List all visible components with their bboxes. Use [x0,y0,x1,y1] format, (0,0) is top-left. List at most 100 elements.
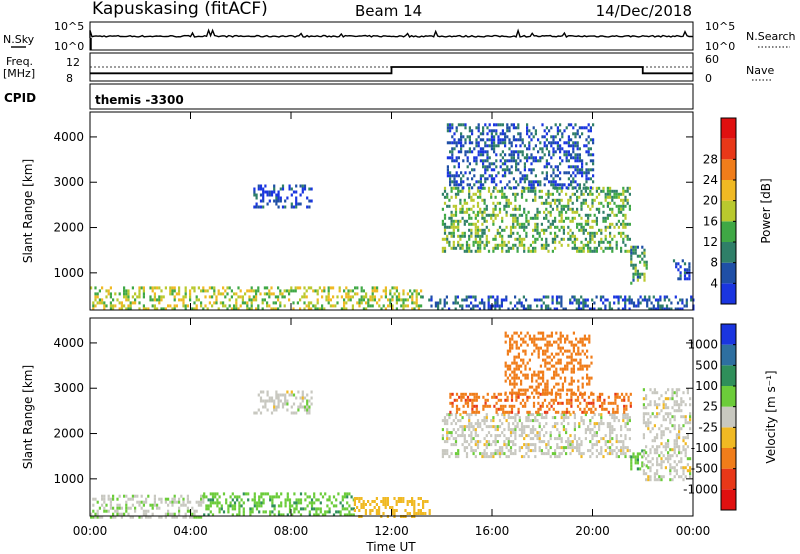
velocity-cell [200,497,203,501]
power-cell [606,189,609,193]
power-cell [158,298,161,302]
power-cell [514,195,517,199]
velocity-cell [590,410,593,414]
power-cell [584,189,587,193]
power-colorbar-swatch [721,118,736,139]
velocity-cell [544,388,547,392]
power-cell [197,298,200,302]
power-cell [532,186,535,190]
power-cell [299,286,302,290]
power-cell [622,207,625,211]
power-cell [295,205,298,209]
power-cell [537,150,540,154]
velocity-cell [588,340,591,344]
velocity-cell [107,497,110,501]
power-cell [634,266,637,270]
power-cell [622,186,625,190]
velocity-cell [545,416,548,420]
velocity-cell [195,515,198,519]
power-cell [474,295,477,299]
cpid-panel-frame [89,83,694,110]
velocity-cell [622,440,625,444]
velocity-cell [629,401,632,405]
power-cell [534,180,537,184]
velocity-cell [568,398,571,402]
velocity-cell [656,469,659,473]
velocity-cell [90,512,93,516]
power-cell [604,216,607,220]
velocity-cell [470,449,473,453]
velocity-cell [293,507,296,511]
power-cell [485,207,488,211]
power-cell [373,295,376,299]
velocity-cell [612,401,615,405]
velocity-cell [573,437,576,441]
velocity-cell [656,406,659,410]
power-cell [520,301,523,305]
velocity-cell [184,503,187,507]
velocity-cell [620,392,624,396]
velocity-cell [353,509,356,512]
power-cell [507,234,510,238]
power-cell [474,213,477,217]
power-cell [468,162,471,166]
freq-tick-top: 12 [66,56,80,69]
power-cell [312,289,315,293]
velocity-cell [513,385,516,389]
power-cell [259,199,263,203]
velocity-cell [255,411,258,415]
power-cell [484,150,487,154]
velocity-cell [527,425,530,429]
power-cell [310,301,313,305]
power-cell [483,201,486,205]
velocity-cell [506,352,509,356]
power-cell [268,292,271,296]
velocity-cell [557,401,560,405]
power-cell [581,126,584,130]
power-cell [591,234,594,238]
power-cell [395,289,398,293]
velocity-cell [534,449,537,453]
velocity-cell [450,413,453,417]
power-cell [572,165,575,169]
power-cell [493,123,496,127]
power-cell [591,249,594,253]
power-cell [307,301,310,305]
velocity-cell [514,431,517,435]
power-cell [329,298,332,302]
velocity-cell [262,390,265,394]
velocity-cell [613,416,616,420]
power-cell [270,307,273,311]
velocity-cell [513,373,516,377]
power-cell [402,304,405,308]
velocity-cell [560,446,563,450]
velocity-cell [539,331,542,335]
power-cell [509,225,513,229]
power-cell [409,289,412,293]
power-cell [490,144,493,148]
power-cell [507,249,510,253]
power-cell [509,246,513,250]
power-cell [604,304,607,308]
power-cell [387,304,390,308]
power-cell [522,295,525,299]
power-cell [650,301,653,305]
velocity-cell [471,407,474,411]
power-cell [515,150,518,154]
velocity-cell [642,412,645,416]
power-cell [526,147,529,151]
power-cell [488,156,491,160]
velocity-cell [475,395,478,399]
velocity-cell [149,515,152,519]
power-cell [563,171,566,175]
power-cell [589,186,592,190]
velocity-cell [667,445,670,449]
power-cell [482,126,485,130]
velocity-cell [526,376,529,380]
velocity-cell [308,495,311,499]
power-cell [545,237,548,241]
power-cell [253,190,256,194]
power-cell [527,186,530,190]
velocity-cell [622,449,625,453]
velocity-cell [129,497,132,501]
